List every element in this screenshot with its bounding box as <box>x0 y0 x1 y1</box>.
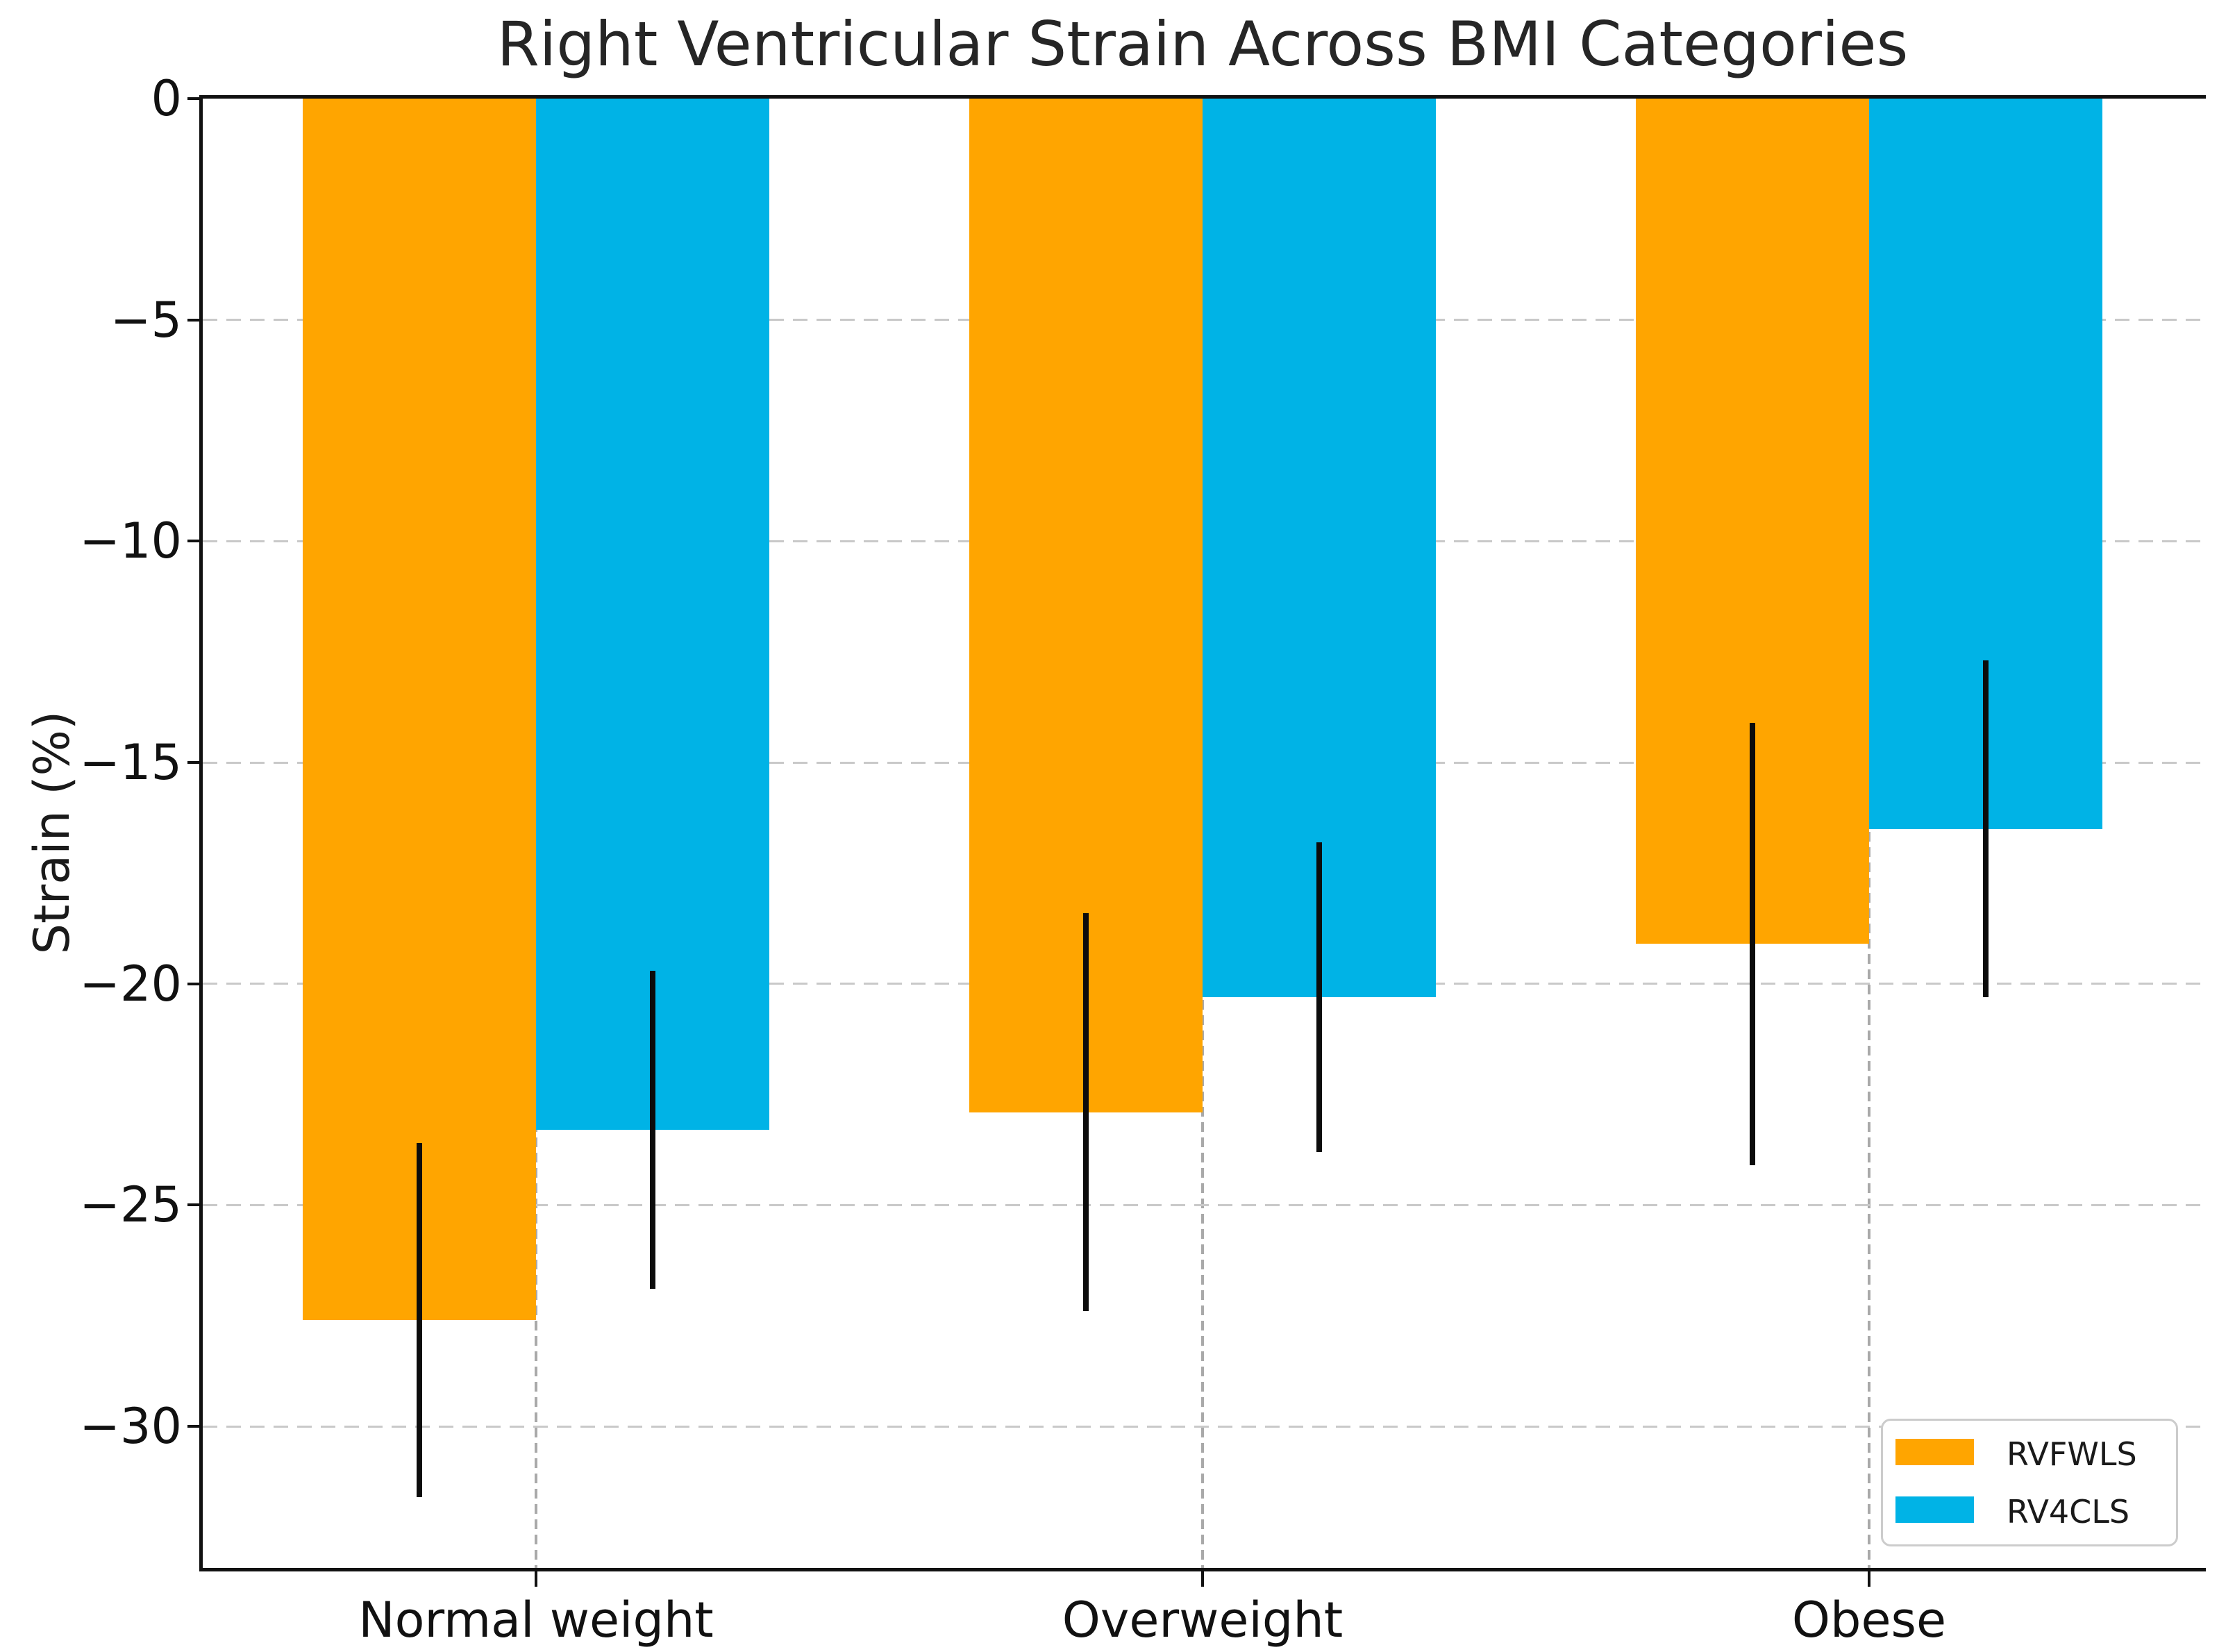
legend-swatch-rv4cls <box>1895 1496 1974 1523</box>
gridline-horizontal <box>203 1203 2202 1206</box>
legend-label-rv4cls: RV4CLS <box>2007 1493 2130 1530</box>
y-tick-mark <box>187 761 203 765</box>
plot-area <box>199 95 2206 1571</box>
y-tick-mark <box>187 1425 203 1428</box>
x-tick-mark <box>535 1571 537 1587</box>
y-tick-label: 0 <box>151 70 182 127</box>
error-bar-rvfwls-0 <box>417 1143 422 1498</box>
y-tick-mark <box>187 318 203 322</box>
chart-title: Right Ventricular Strain Across BMI Cate… <box>496 8 1909 80</box>
error-bar-rvfwls-2 <box>1750 722 1755 1165</box>
y-tick-label: −15 <box>79 734 182 792</box>
error-bar-rvfwls-1 <box>1083 912 1089 1312</box>
y-tick-label: −30 <box>79 1398 182 1455</box>
error-bar-rv4cls-0 <box>650 970 655 1290</box>
y-tick-mark <box>187 982 203 985</box>
y-tick-label: −25 <box>79 1176 182 1234</box>
error-bar-rv4cls-1 <box>1316 842 1322 1152</box>
y-tick-mark <box>187 97 203 100</box>
axis-spine-left <box>199 95 203 1571</box>
y-tick-label: −5 <box>110 291 182 349</box>
gridline-vertical <box>1868 99 1870 1568</box>
legend-swatch-rvfwls <box>1895 1439 1974 1465</box>
y-tick-mark <box>187 540 203 543</box>
gridline-horizontal <box>203 1425 2202 1428</box>
y-tick-label: −10 <box>79 512 182 570</box>
axis-spine-bottom <box>199 1568 2206 1571</box>
x-tick-label-1: Overweight <box>1062 1592 1343 1649</box>
x-tick-mark <box>1201 1571 1204 1587</box>
legend-label-rvfwls: RVFWLS <box>2007 1435 2137 1473</box>
y-tick-mark <box>187 1203 203 1207</box>
x-tick-label-0: Normal weight <box>358 1592 714 1649</box>
bar-rv4cls-0 <box>536 99 769 1130</box>
x-tick-mark <box>1868 1571 1870 1587</box>
y-axis-label: Strain (%) <box>24 710 81 955</box>
bar-rvfwls-0 <box>303 99 536 1321</box>
y-tick-label: −20 <box>79 955 182 1012</box>
axis-spine-top <box>199 95 2206 99</box>
error-bar-rv4cls-2 <box>1983 660 1989 997</box>
legend: RVFWLS RV4CLS <box>1881 1419 2178 1546</box>
x-tick-label-2: Obese <box>1791 1592 1947 1649</box>
